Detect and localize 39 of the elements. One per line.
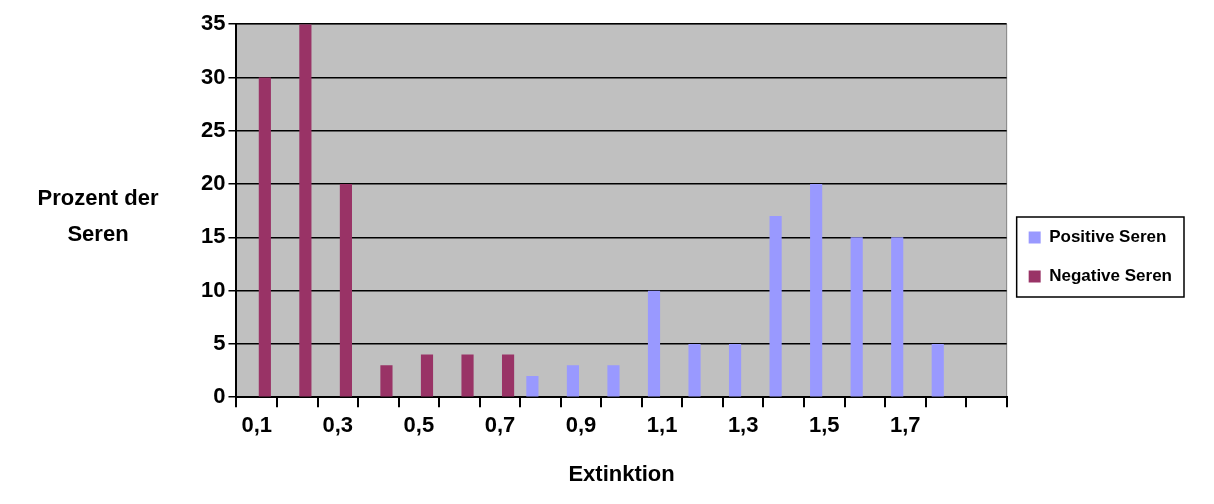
- bar: [647, 290, 661, 397]
- x-tick-label: 0,7: [484, 412, 516, 438]
- y-tick-label: 15: [200, 223, 226, 249]
- y-tick-label: 25: [200, 116, 226, 142]
- bar: [420, 354, 434, 397]
- bar: [728, 343, 742, 397]
- y-axis-title: Prozent der Seren: [36, 184, 160, 248]
- bar: [688, 343, 701, 397]
- x-tick-label: 0,1: [241, 412, 273, 438]
- x-axis-title: Extinktion: [568, 460, 675, 486]
- y-tick-label: 20: [200, 170, 226, 196]
- y-tick-label: 35: [200, 10, 226, 36]
- x-tick-label: 1,1: [646, 412, 678, 438]
- bar: [810, 184, 823, 397]
- bar: [380, 365, 393, 397]
- x-tick-label: 0,9: [565, 412, 597, 438]
- bar: [258, 77, 271, 397]
- y-tick-label: 0: [213, 383, 226, 409]
- legend-label: Positive Seren: [1049, 227, 1167, 247]
- bar: [850, 237, 863, 397]
- bar: [299, 24, 312, 397]
- bar: [501, 354, 515, 397]
- x-tick-label: 0,3: [322, 412, 354, 438]
- bar: [526, 375, 539, 397]
- bar: [891, 237, 904, 397]
- x-tick-label: 1,7: [890, 412, 921, 438]
- y-tick-label: 30: [200, 63, 226, 89]
- bar: [566, 365, 579, 397]
- y-tick-label: 5: [213, 329, 226, 355]
- bar: [931, 343, 944, 397]
- bar: [607, 365, 620, 397]
- y-tick-label: 10: [200, 276, 226, 302]
- x-tick-label: 1,5: [808, 412, 840, 438]
- bar: [339, 184, 352, 397]
- x-tick-label: 0,5: [403, 412, 435, 438]
- bar: [769, 216, 782, 397]
- legend-label: Negative Seren: [1049, 266, 1173, 286]
- x-tick-label: 1,3: [727, 412, 759, 438]
- bar: [461, 354, 474, 397]
